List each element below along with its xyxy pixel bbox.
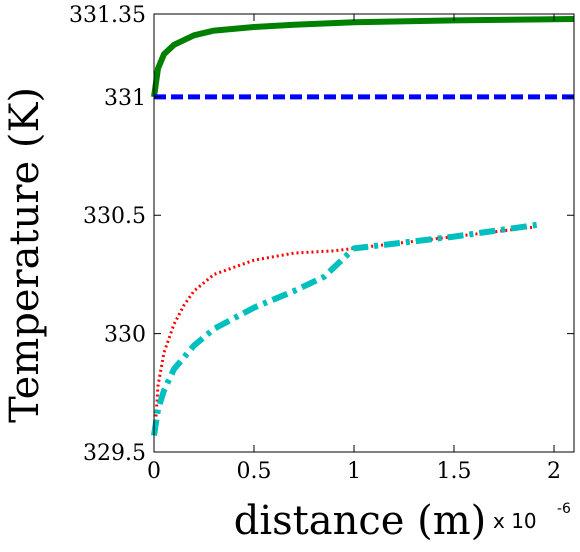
y-axis-label: Temperature (K) <box>2 87 48 423</box>
series-layer <box>151 16 575 436</box>
x-tick-label: 1 <box>347 459 361 484</box>
plot-frame <box>153 13 575 453</box>
series-line-4 <box>151 221 539 436</box>
y-tick-label: 329.5 <box>83 441 146 466</box>
x-axis-multiplier-exponent: -6 <box>557 501 571 517</box>
y-tick-label: 331.35 <box>69 3 146 28</box>
y-tick-label: 330 <box>104 323 146 348</box>
x-tick-label: 2 <box>547 459 561 484</box>
x-tick-label: 1.5 <box>437 459 472 484</box>
tick-layer: 0 0.5 1 1.5 2 329.5 330 330.5 331 331.35 <box>69 3 574 484</box>
series-line-1 <box>151 16 575 98</box>
x-tick-label: 0 <box>147 459 161 484</box>
x-axis-multiplier: x 10 <box>493 509 537 533</box>
y-tick-label: 330.5 <box>83 204 146 229</box>
x-tick-label: 0.5 <box>237 459 272 484</box>
y-tick-label: 331 <box>104 86 146 111</box>
x-axis-label: distance (m) <box>234 498 487 544</box>
